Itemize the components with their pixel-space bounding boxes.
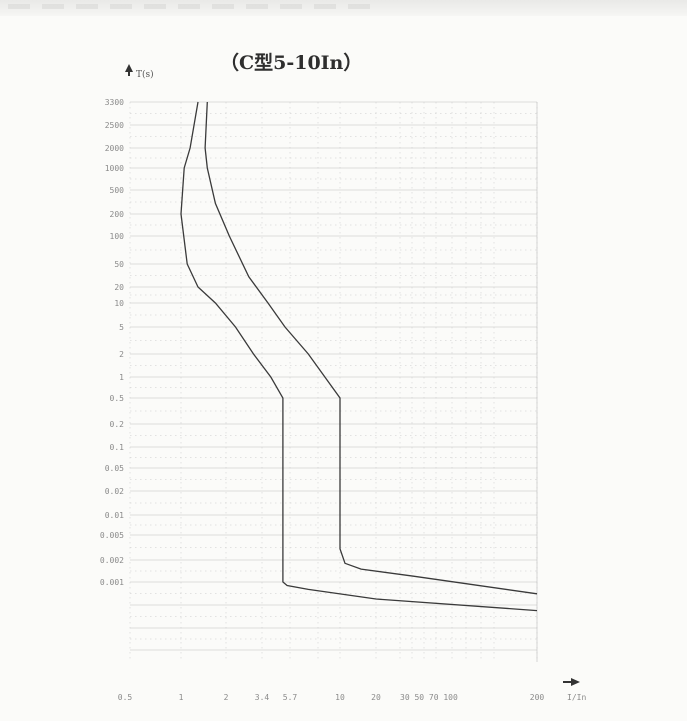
x-axis-arrow — [571, 678, 580, 686]
y-axis-label: T(s) — [136, 69, 154, 80]
y-tick-label: 200 — [110, 210, 125, 219]
y-tick-label: 0.02 — [105, 487, 124, 496]
chart-title: （C型5-10In） — [220, 51, 362, 74]
y-tick-label: 50 — [114, 260, 124, 269]
y-tick-label: 20 — [114, 283, 124, 292]
y-tick-label: 0.01 — [105, 511, 124, 520]
x-tick-label: 0.5 — [118, 693, 133, 702]
y-tick-label: 3300 — [105, 98, 124, 107]
trip-curve-1 — [180, 101, 538, 612]
x-axis-arrow-stem — [563, 681, 572, 683]
grid — [129, 101, 538, 662]
x-tick-label: 5.7 — [283, 693, 298, 702]
y-tick-label: 2500 — [105, 121, 124, 130]
x-tick-label: 20 — [371, 693, 381, 702]
y-axis-arrow-stem — [128, 70, 130, 76]
y-tick-label: 1 — [119, 373, 124, 382]
curves — [180, 101, 538, 612]
x-axis-label: I/In — [567, 693, 586, 702]
y-axis-arrow — [125, 64, 133, 72]
y-tick-label: 0.005 — [100, 531, 124, 540]
y-tick-label: 0.05 — [105, 464, 124, 473]
y-tick-label: 10 — [114, 299, 124, 308]
x-tick-label: 10 — [335, 693, 345, 702]
y-tick-label: 100 — [110, 232, 125, 241]
y-tick-labels: 3300 2500 2000 1000 500 200 100 50 20 10 5 2 1 0.5 0.2… — [100, 98, 124, 587]
x-tick-labels: 0.5 1 2 3.4 5.7 10 20 30 50 70 100 200 — [118, 693, 545, 702]
x-tick-label: 2 — [224, 693, 229, 702]
y-tick-label: 500 — [110, 186, 125, 195]
y-tick-label: 2 — [119, 350, 124, 359]
trip-curve-2 — [204, 101, 538, 595]
top-strip — [0, 0, 687, 16]
y-tick-label: 0.5 — [110, 394, 125, 403]
y-tick-label: 1000 — [105, 164, 124, 173]
x-tick-label: 1 — [179, 693, 184, 702]
y-tick-label: 2000 — [105, 144, 124, 153]
y-tick-label: 5 — [119, 323, 124, 332]
y-tick-label: 0.001 — [100, 578, 124, 587]
top-strip-smudge — [8, 4, 378, 9]
y-tick-label: 0.002 — [100, 556, 124, 565]
x-tick-label: 3.4 — [255, 693, 270, 702]
y-tick-label: 0.1 — [110, 443, 125, 452]
x-tick-label: 30 50 70 100 — [400, 693, 458, 702]
y-tick-label: 0.2 — [110, 420, 125, 429]
x-tick-label: 200 — [530, 693, 545, 702]
